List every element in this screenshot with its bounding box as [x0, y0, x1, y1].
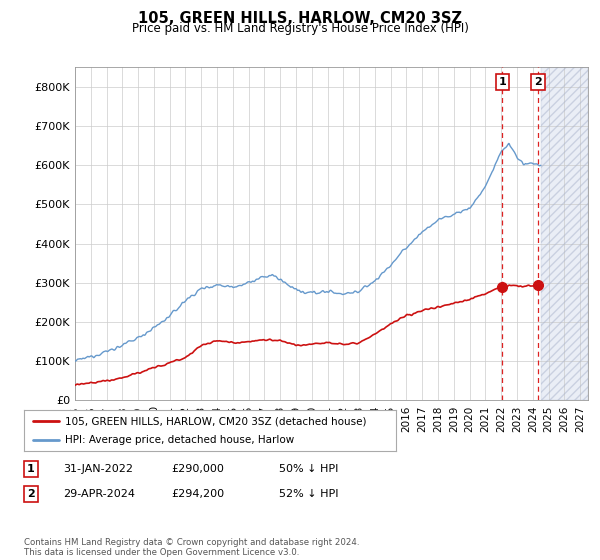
Text: £294,200: £294,200	[171, 489, 224, 499]
Text: 2: 2	[27, 489, 35, 499]
Text: £290,000: £290,000	[171, 464, 224, 474]
Text: 105, GREEN HILLS, HARLOW, CM20 3SZ: 105, GREEN HILLS, HARLOW, CM20 3SZ	[138, 11, 462, 26]
Text: 29-APR-2024: 29-APR-2024	[63, 489, 135, 499]
Text: Contains HM Land Registry data © Crown copyright and database right 2024.
This d: Contains HM Land Registry data © Crown c…	[24, 538, 359, 557]
Text: 52% ↓ HPI: 52% ↓ HPI	[279, 489, 338, 499]
Polygon shape	[541, 67, 588, 400]
Text: HPI: Average price, detached house, Harlow: HPI: Average price, detached house, Harl…	[65, 435, 294, 445]
Text: 2: 2	[534, 77, 542, 87]
Text: 50% ↓ HPI: 50% ↓ HPI	[279, 464, 338, 474]
Text: 1: 1	[499, 77, 506, 87]
Text: Price paid vs. HM Land Registry's House Price Index (HPI): Price paid vs. HM Land Registry's House …	[131, 22, 469, 35]
Text: 31-JAN-2022: 31-JAN-2022	[63, 464, 133, 474]
Text: 1: 1	[27, 464, 35, 474]
Text: 105, GREEN HILLS, HARLOW, CM20 3SZ (detached house): 105, GREEN HILLS, HARLOW, CM20 3SZ (deta…	[65, 417, 367, 426]
